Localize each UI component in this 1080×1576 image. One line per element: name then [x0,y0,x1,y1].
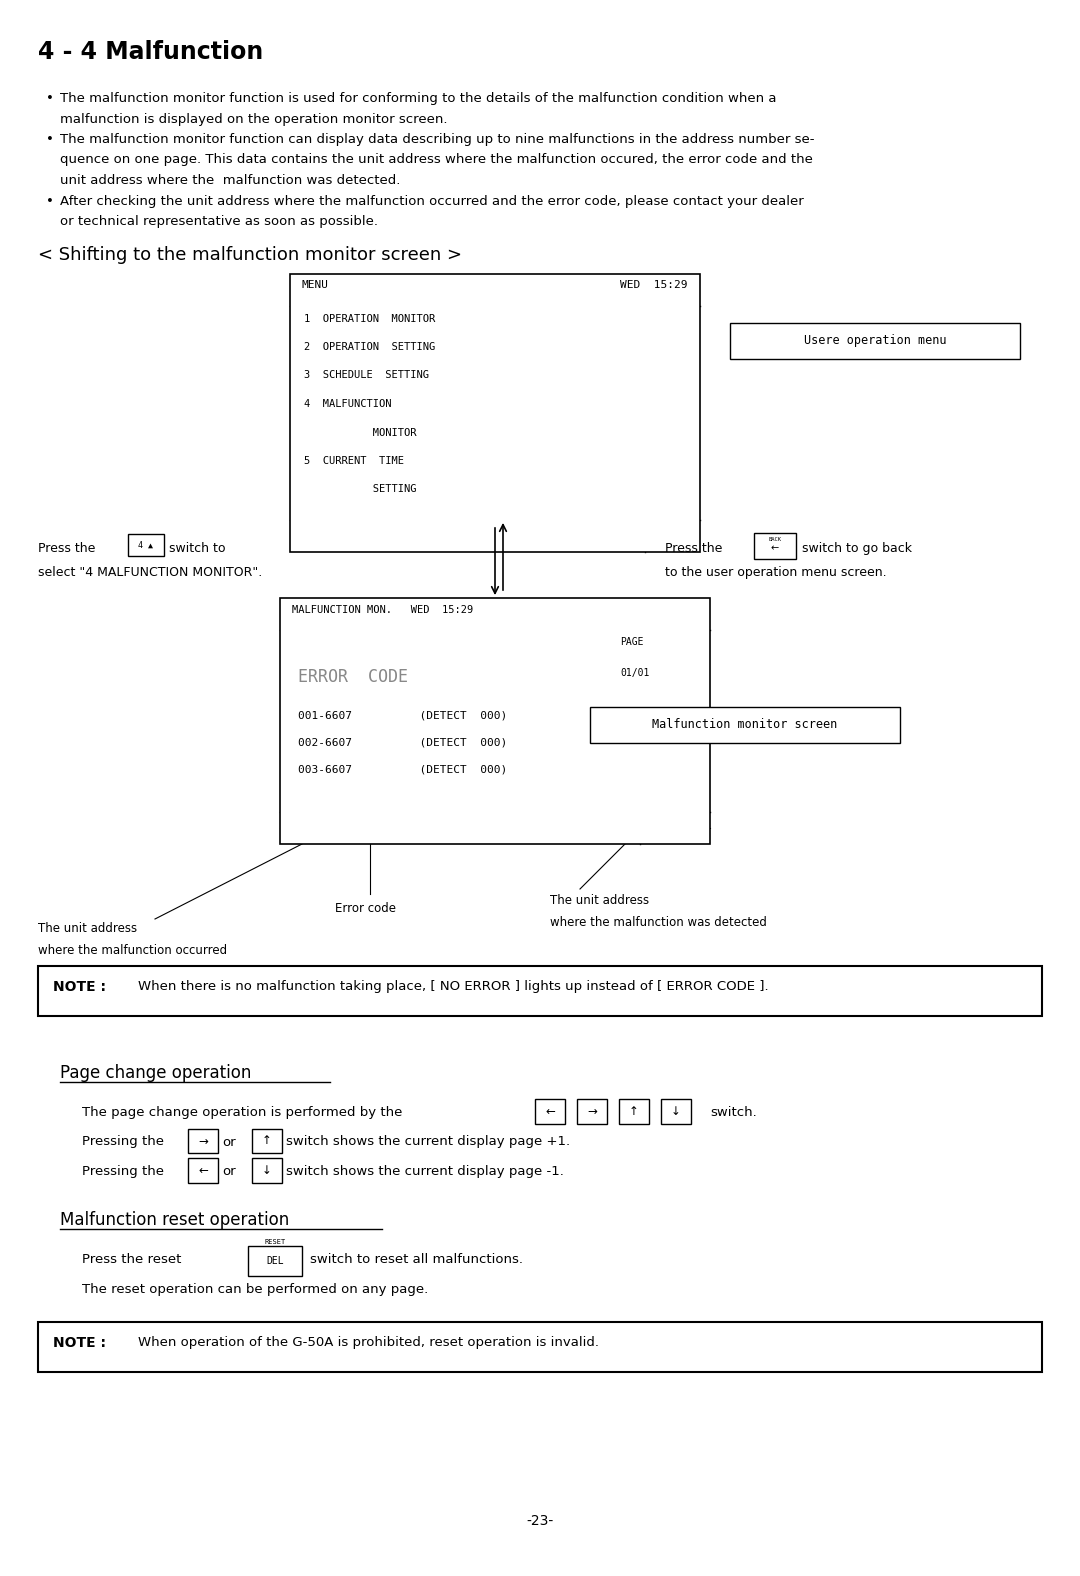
Text: Error code: Error code [335,901,396,916]
Text: The unit address: The unit address [38,922,137,935]
Bar [188,1128,218,1154]
Text: Usere operation menu: Usere operation menu [804,334,946,347]
Bar [730,323,1020,358]
Bar [535,1098,565,1124]
Text: 5  CURRENT  TIME: 5 CURRENT TIME [303,455,404,466]
Bar [129,534,164,556]
Text: WED  15:29: WED 15:29 [621,281,688,290]
Text: Page change operation: Page change operation [60,1064,252,1083]
Text: Press the: Press the [38,542,95,555]
Text: Malfunction monitor screen: Malfunction monitor screen [652,719,838,731]
Text: Pressing the: Pressing the [82,1165,164,1177]
Text: MALFUNCTION MON.   WED  15:29: MALFUNCTION MON. WED 15:29 [292,605,473,615]
Text: PAGE: PAGE [620,637,644,648]
Bar [252,1128,282,1154]
Text: ERROR  CODE: ERROR CODE [298,668,408,686]
Text: switch.: switch. [710,1106,757,1119]
Bar [38,966,1042,1017]
Text: 2  OPERATION  SETTING: 2 OPERATION SETTING [303,342,435,351]
Bar [291,274,700,552]
Text: When there is no malfunction taking place, [ NO ERROR ] lights up instead of [ E: When there is no malfunction taking plac… [138,980,769,993]
Text: 01/01: 01/01 [620,668,649,678]
Text: NOTE :: NOTE : [53,1336,111,1351]
Text: where the malfunction was detected: where the malfunction was detected [550,916,767,928]
Text: switch to: switch to [168,542,226,555]
Text: or: or [222,1135,235,1149]
Text: 4  MALFUNCTION: 4 MALFUNCTION [303,399,391,410]
Text: The reset operation can be performed on any page.: The reset operation can be performed on … [82,1283,429,1295]
Text: ←: ← [545,1105,555,1117]
Text: Press the: Press the [665,542,723,555]
Text: SETTING: SETTING [303,484,417,495]
Text: 1  OPERATION  MONITOR: 1 OPERATION MONITOR [303,314,435,323]
Text: malfunction is displayed on the operation monitor screen.: malfunction is displayed on the operatio… [60,112,447,126]
Text: 002-6607          (DETECT  000): 002-6607 (DETECT 000) [298,738,508,747]
Text: RESET: RESET [265,1239,285,1245]
Text: where the malfunction occurred: where the malfunction occurred [38,944,227,957]
Text: quence on one page. This data contains the unit address where the malfunction oc: quence on one page. This data contains t… [60,153,813,167]
Text: Press the reset: Press the reset [82,1253,181,1266]
Text: ←: ← [198,1165,208,1177]
Text: When operation of the G-50A is prohibited, reset operation is invalid.: When operation of the G-50A is prohibite… [138,1336,599,1349]
Bar [188,1158,218,1182]
Text: MONITOR: MONITOR [303,427,417,438]
Text: After checking the unit address where the malfunction occurred and the error cod: After checking the unit address where th… [60,194,804,208]
Bar [590,708,900,742]
Text: switch shows the current display page -1.: switch shows the current display page -1… [286,1165,564,1177]
Bar [619,1098,649,1124]
Text: 003-6607          (DETECT  000): 003-6607 (DETECT 000) [298,764,508,775]
Bar [38,1322,1042,1373]
Text: switch to go back: switch to go back [802,542,912,555]
Text: ↑: ↑ [629,1105,639,1117]
Text: The malfunction monitor function can display data describing up to nine malfunct: The malfunction monitor function can dis… [60,132,814,147]
Bar [248,1247,302,1277]
Text: DEL: DEL [266,1256,284,1266]
Text: •: • [46,194,54,208]
Text: The page change operation is performed by the: The page change operation is performed b… [82,1106,403,1119]
Text: MENU: MENU [302,281,329,290]
Text: unit address where the  malfunction was detected.: unit address where the malfunction was d… [60,173,401,188]
Text: to the user operation menu screen.: to the user operation menu screen. [665,566,887,578]
Text: or technical representative as soon as possible.: or technical representative as soon as p… [60,214,378,229]
Text: ↑: ↑ [262,1135,272,1147]
Text: ←: ← [771,544,779,553]
Text: switch shows the current display page +1.: switch shows the current display page +1… [286,1135,570,1149]
Text: →: → [198,1135,208,1147]
Text: NOTE :: NOTE : [53,980,111,994]
Bar [280,597,710,845]
Text: ↓: ↓ [671,1105,680,1117]
Text: 001-6607          (DETECT  000): 001-6607 (DETECT 000) [298,711,508,720]
Text: select "4 MALFUNCTION MONITOR".: select "4 MALFUNCTION MONITOR". [38,566,262,578]
Bar [661,1098,691,1124]
Text: -23-: -23- [526,1515,554,1529]
Text: or: or [222,1165,235,1177]
Text: The malfunction monitor function is used for conforming to the details of the ma: The malfunction monitor function is used… [60,91,777,106]
Bar [577,1098,607,1124]
Text: •: • [46,132,54,147]
Text: 4 - 4 Malfunction: 4 - 4 Malfunction [38,39,264,65]
Text: Pressing the: Pressing the [82,1135,164,1149]
Bar [252,1158,282,1182]
Text: ↓: ↓ [262,1165,272,1177]
Text: 3  SCHEDULE  SETTING: 3 SCHEDULE SETTING [303,370,429,380]
Bar [754,533,796,559]
Text: •: • [46,91,54,106]
Text: →: → [588,1105,597,1117]
Text: < Shifting to the malfunction monitor screen >: < Shifting to the malfunction monitor sc… [38,246,462,263]
Text: switch to reset all malfunctions.: switch to reset all malfunctions. [310,1253,523,1266]
Text: 4 ▲: 4 ▲ [138,541,153,550]
Text: The unit address: The unit address [550,894,649,908]
Text: Malfunction reset operation: Malfunction reset operation [60,1210,289,1229]
Text: BACK: BACK [769,537,782,542]
